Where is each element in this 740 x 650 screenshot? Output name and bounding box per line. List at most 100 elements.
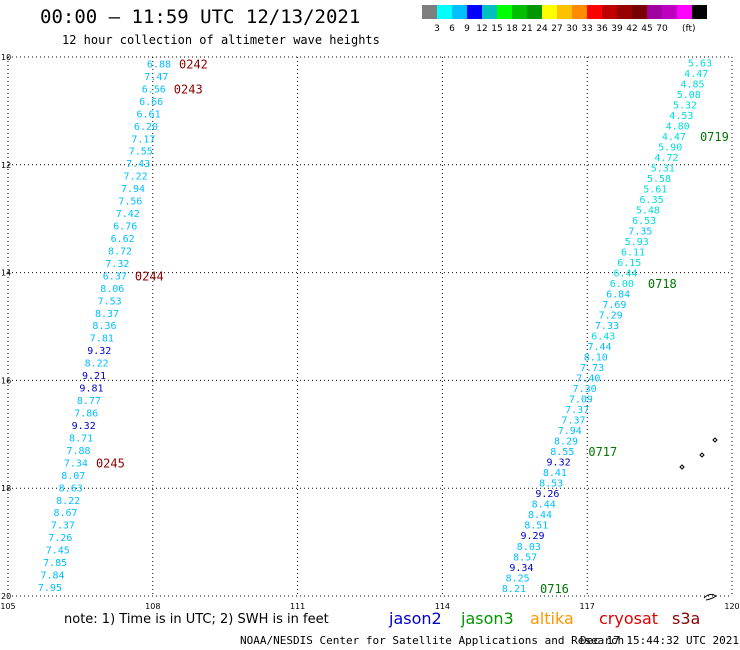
east-track-value: 7.29 (599, 311, 623, 322)
east-track-value: 6.53 (632, 216, 656, 227)
colorbar-label: 27 (551, 24, 562, 34)
colorbar-label: 30 (566, 24, 578, 34)
footer-timestamp: Dec 17 15:44:32 UTC 2021 (580, 634, 739, 647)
legend-sat-jason3: jason3 (461, 609, 514, 628)
east-track-value: 7.40 (576, 374, 600, 385)
lat-tick-label: 12 (1, 161, 11, 170)
east-track-value: 8.51 (524, 521, 548, 532)
legend-sat-s3a: s3a (672, 609, 701, 628)
colorbar-label: 18 (506, 24, 518, 34)
east-track-value: 7.73 (580, 363, 604, 374)
west-track-value: 6.56 (142, 84, 166, 95)
colorbar-label: 33 (581, 24, 592, 34)
east-track-value: 6.84 (606, 290, 630, 301)
west-track-time: 0244 (135, 269, 164, 283)
west-track-value: 7.17 (131, 134, 155, 145)
colorbar-swatch (572, 5, 587, 19)
west-track-value: 7.55 (129, 147, 153, 158)
east-track-value: 5.63 (688, 58, 712, 69)
west-track-value: 7.32 (105, 259, 129, 270)
colorbar-swatch (602, 5, 617, 19)
west-track-time: 0243 (174, 82, 203, 96)
west-track-value: 6.66 (139, 97, 163, 108)
east-track-value: 7.33 (595, 321, 619, 332)
colorbar-label: 70 (656, 24, 668, 34)
east-track-value: 9.29 (521, 531, 545, 542)
east-track-value: 4.80 (666, 121, 690, 132)
lat-tick-label: 20 (1, 592, 11, 601)
colorbar-swatch (512, 5, 527, 19)
legend-note: note: 1) Time is in UTC; 2) SWH is in fe… (64, 612, 329, 627)
west-track-value: 7.37 (51, 521, 75, 532)
colorbar-swatch (557, 5, 572, 19)
east-track-value: 4.85 (680, 79, 704, 90)
east-track-value: 9.32 (547, 458, 571, 469)
lat-tick-label: 10 (1, 53, 11, 62)
east-track-value: 8.25 (506, 573, 530, 584)
east-track-value: 8.44 (532, 500, 556, 511)
west-track-value: 7.56 (118, 197, 142, 208)
east-track-value: 8.10 (584, 353, 608, 364)
east-track-time: 0716 (540, 582, 569, 596)
east-track-value: 8.53 (539, 479, 563, 490)
legend-sat-jason2: jason2 (389, 609, 442, 628)
west-track-value: 9.32 (87, 346, 111, 357)
east-track-value: 5.93 (625, 237, 649, 248)
east-track-value: 8.29 (554, 437, 578, 448)
west-track-value: 7.43 (126, 159, 150, 170)
east-track-value: 5.58 (647, 174, 671, 185)
east-track-value: 7.44 (587, 342, 611, 353)
colorbar-swatch (452, 5, 467, 19)
west-track-value: 8.67 (53, 508, 77, 519)
west-track-value: 8.22 (56, 496, 80, 507)
colorbar-label: 9 (464, 24, 470, 34)
colorbar-swatch (497, 5, 512, 19)
colorbar-swatch (542, 5, 557, 19)
colorbar-label: 45 (641, 24, 652, 34)
colorbar-swatch (647, 5, 662, 19)
west-track-value: 8.72 (108, 246, 132, 257)
island-outline (712, 437, 718, 443)
west-track-value: 6.61 (137, 109, 161, 120)
east-track-time: 0718 (648, 277, 677, 291)
colorbar-label: 3 (434, 24, 440, 34)
east-track-value: 7.94 (558, 426, 582, 437)
east-track-value: 4.72 (654, 153, 678, 164)
east-track-value: 6.15 (617, 258, 641, 269)
west-track-value: 8.07 (61, 471, 85, 482)
west-track-value: 6.88 (147, 59, 171, 70)
east-track-time: 0717 (588, 445, 617, 459)
colorbar-label: 24 (536, 24, 548, 34)
west-track-value: 9.32 (72, 421, 96, 432)
coastline-outline (703, 593, 717, 601)
legend-sat-altika: altika (530, 609, 574, 628)
west-track-value: 9.21 (82, 371, 106, 382)
page-title: 00:00 – 11:59 UTC 12/13/2021 (40, 6, 361, 28)
colorbar-swatch (692, 5, 707, 19)
west-track-value: 7.84 (41, 571, 65, 582)
footer-credit: NOAA/NESDIS Center for Satellite Applica… (240, 634, 625, 647)
colorbar-unit: (ft) (682, 24, 696, 34)
east-track-value: 7.30 (573, 384, 597, 395)
east-track-value: 5.90 (658, 142, 682, 153)
colorbar-label: 12 (476, 24, 487, 34)
east-track-value: 8.57 (513, 552, 537, 563)
west-track-value: 7.88 (66, 446, 90, 457)
lon-tick-label: 108 (145, 602, 160, 611)
east-track-value: 5.31 (651, 163, 675, 174)
legend-sat-cryosat: cryosat (599, 609, 659, 628)
west-track-value: 8.63 (59, 483, 83, 494)
east-track-value: 6.43 (591, 332, 615, 343)
west-track-value: 7.34 (64, 458, 88, 469)
west-track-value: 7.42 (116, 209, 140, 220)
lon-tick-label: 105 (0, 602, 15, 611)
east-track-value: 4.53 (669, 111, 693, 122)
east-track-value: 5.48 (636, 205, 660, 216)
east-track-value: 8.44 (528, 510, 552, 521)
island-outline (679, 464, 685, 470)
colorbar-label: 15 (491, 24, 502, 34)
lon-tick-label: 111 (290, 602, 305, 611)
west-track-value: 7.22 (124, 172, 148, 183)
lon-tick-label: 117 (580, 602, 595, 611)
